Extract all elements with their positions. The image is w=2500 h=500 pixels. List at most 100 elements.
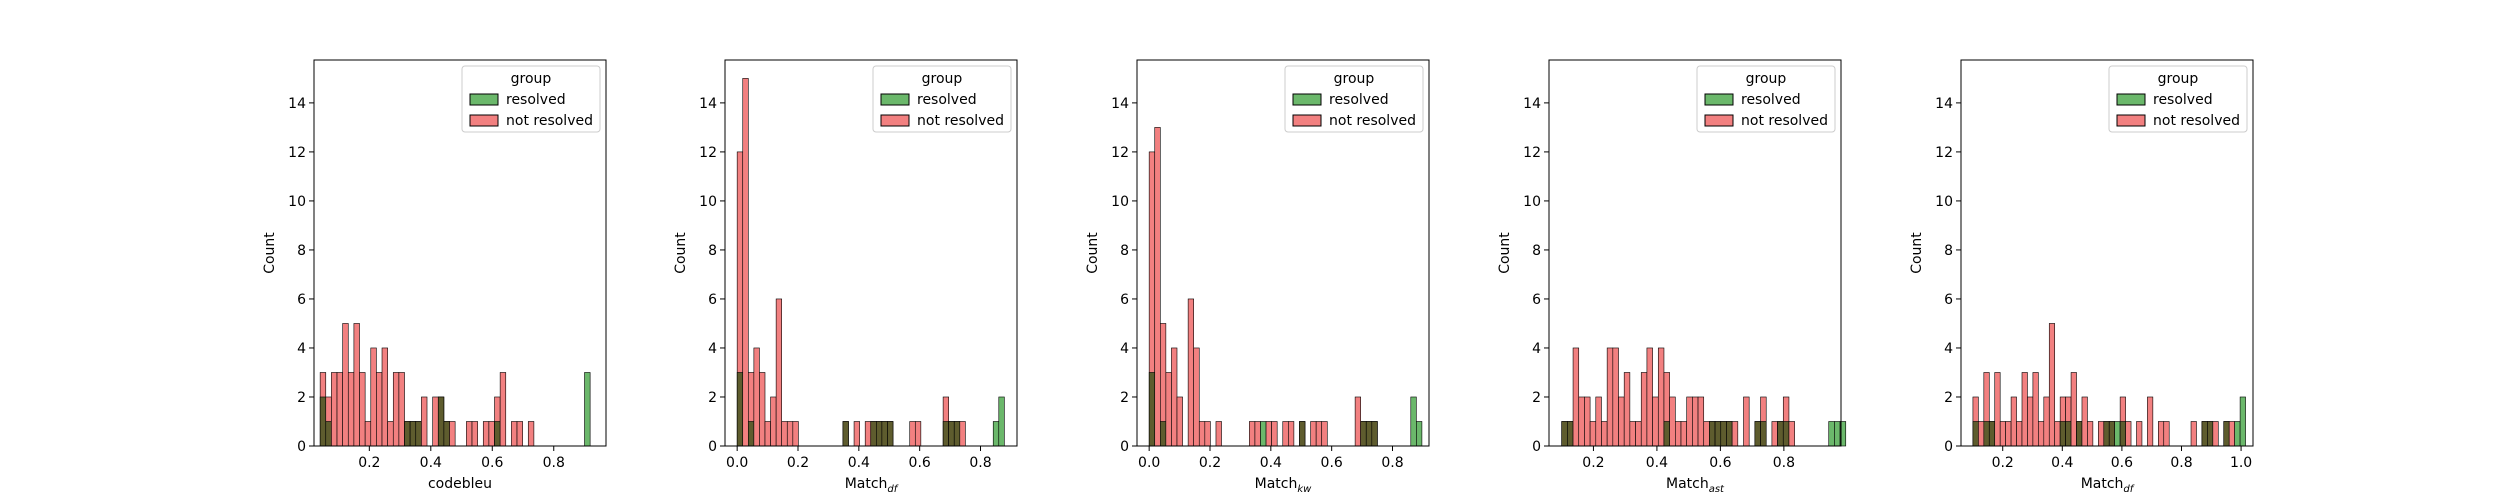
y-tick-label: 4 (1532, 341, 1541, 357)
legend-title: group (922, 71, 963, 87)
bar-not-resolved (2027, 396, 2034, 447)
x-tick-label: 0.8 (543, 455, 565, 471)
y-tick-label: 0 (1532, 439, 1541, 455)
y-tick-label: 6 (1120, 292, 1129, 308)
bar-not-resolved (1652, 396, 1659, 447)
bar-overlap (1159, 421, 1167, 447)
x-tick-label: 0.8 (969, 455, 991, 471)
bar-not-resolved (1193, 347, 1200, 447)
bar-not-resolved (1999, 421, 2006, 447)
bar-not-resolved (1675, 421, 1682, 447)
y-tick-label: 10 (1111, 194, 1129, 210)
bar-not-resolved (864, 421, 872, 447)
y-tick-label: 14 (699, 96, 717, 112)
bar-not-resolved (1254, 421, 1261, 447)
bar-overlap (1371, 421, 1378, 447)
bar-not-resolved (2098, 421, 2105, 447)
bar-overlap (319, 396, 327, 447)
bar-overlap (2223, 421, 2230, 447)
bar-overlap (747, 421, 755, 447)
y-axis-label: Count (1497, 232, 1513, 274)
bar-not-resolved (1198, 421, 1206, 447)
bar-not-resolved (398, 372, 405, 447)
x-tick-label: 0.0 (726, 455, 748, 471)
bar-overlap (443, 421, 450, 447)
bar-overlap (2201, 421, 2208, 447)
legend-label-not-resolved: not resolved (1329, 113, 1416, 129)
bar-overlap (842, 421, 849, 447)
bar-overlap (1988, 421, 1996, 447)
bar-not-resolved (2081, 396, 2088, 447)
bar-not-resolved (499, 372, 507, 447)
bar-not-resolved (2032, 372, 2039, 447)
x-axis-label: Matchdf (845, 476, 899, 495)
legend-label-resolved: resolved (2153, 92, 2213, 108)
y-tick-label: 12 (1935, 145, 1953, 161)
y-tick-label: 12 (288, 145, 306, 161)
legend-label-resolved: resolved (1741, 92, 1801, 108)
chart-panel-5: 0 2 4 6 8 10 12 14 0.2 0.4 0.6 0.8 1.0 Count Matchdf gr… (1909, 59, 2254, 495)
bar-not-resolved (1315, 421, 1323, 447)
bar-not-resolved (742, 78, 749, 447)
bar-not-resolved (376, 372, 383, 447)
y-axis-label: Count (262, 232, 278, 274)
bar-overlap (404, 421, 411, 447)
x-tick-label: 0.4 (2051, 455, 2073, 471)
legend-title: group (1334, 71, 1375, 87)
bar-not-resolved (527, 421, 535, 447)
bar-not-resolved (364, 421, 372, 447)
bar-not-resolved (1584, 396, 1591, 447)
x-axis-label-main: Match (845, 476, 888, 492)
axes-frame (724, 59, 1018, 447)
bar-not-resolved (1731, 421, 1739, 447)
bar-not-resolved (1176, 396, 1183, 447)
bar-not-resolved (1680, 421, 1687, 447)
bar-not-resolved (353, 323, 360, 447)
bar-not-resolved (392, 372, 400, 447)
bar-not-resolved (1692, 396, 1699, 447)
bar-not-resolved (2070, 372, 2077, 447)
bar-overlap (881, 421, 888, 447)
bar-not-resolved (466, 421, 473, 447)
bar-not-resolved (1271, 421, 1278, 447)
bar-resolved (1828, 421, 1835, 447)
y-tick-label: 8 (1944, 243, 1953, 259)
x-tick-label: 0.2 (1992, 455, 2014, 471)
bar-overlap (1972, 421, 1979, 447)
bar-not-resolved (1595, 396, 1602, 447)
bar-not-resolved (370, 347, 377, 447)
x-tick-label: 0.6 (481, 455, 503, 471)
x-axis-label: codebleu (428, 476, 492, 492)
bar-overlap (325, 421, 332, 447)
bar-not-resolved (381, 347, 388, 447)
y-tick-label: 8 (708, 243, 717, 259)
histogram-bars (319, 323, 591, 447)
bar-not-resolved (1629, 421, 1636, 447)
bar-overlap (1714, 421, 1722, 447)
y-tick-label: 14 (1523, 96, 1541, 112)
bar-overlap (2103, 421, 2110, 447)
bar-not-resolved (471, 421, 478, 447)
bar-not-resolved (516, 421, 523, 447)
bar-resolved (2239, 396, 2246, 447)
x-tick-label: 0.6 (1321, 455, 1343, 471)
bar-overlap (876, 421, 883, 447)
bar-not-resolved (759, 372, 766, 447)
legend-label-resolved: resolved (917, 92, 977, 108)
bar-not-resolved (1288, 421, 1295, 447)
legend: group resolved not resolved (872, 65, 1012, 133)
y-axis-label: Count (1909, 232, 1925, 274)
bar-overlap (1148, 372, 1156, 447)
axes-frame (1548, 59, 1842, 447)
x-tick-label: 0.2 (787, 455, 809, 471)
bar-not-resolved (1249, 421, 1256, 447)
x-axis-label-subscript: kw (1297, 484, 1312, 495)
legend-swatch-resolved (880, 93, 910, 106)
chart-panel-2: 0 2 4 6 8 10 12 14 0.0 0.2 0.4 0.6 0.8 Count Matchdf gr… (673, 59, 1018, 495)
bar-overlap (1360, 421, 1367, 447)
x-tick-label: 0.6 (909, 455, 931, 471)
legend: group resolved not resolved (2108, 65, 2248, 133)
y-tick-label: 10 (699, 194, 717, 210)
x-axis-label-subscript: df (2123, 484, 2134, 495)
bar-not-resolved (764, 421, 771, 447)
